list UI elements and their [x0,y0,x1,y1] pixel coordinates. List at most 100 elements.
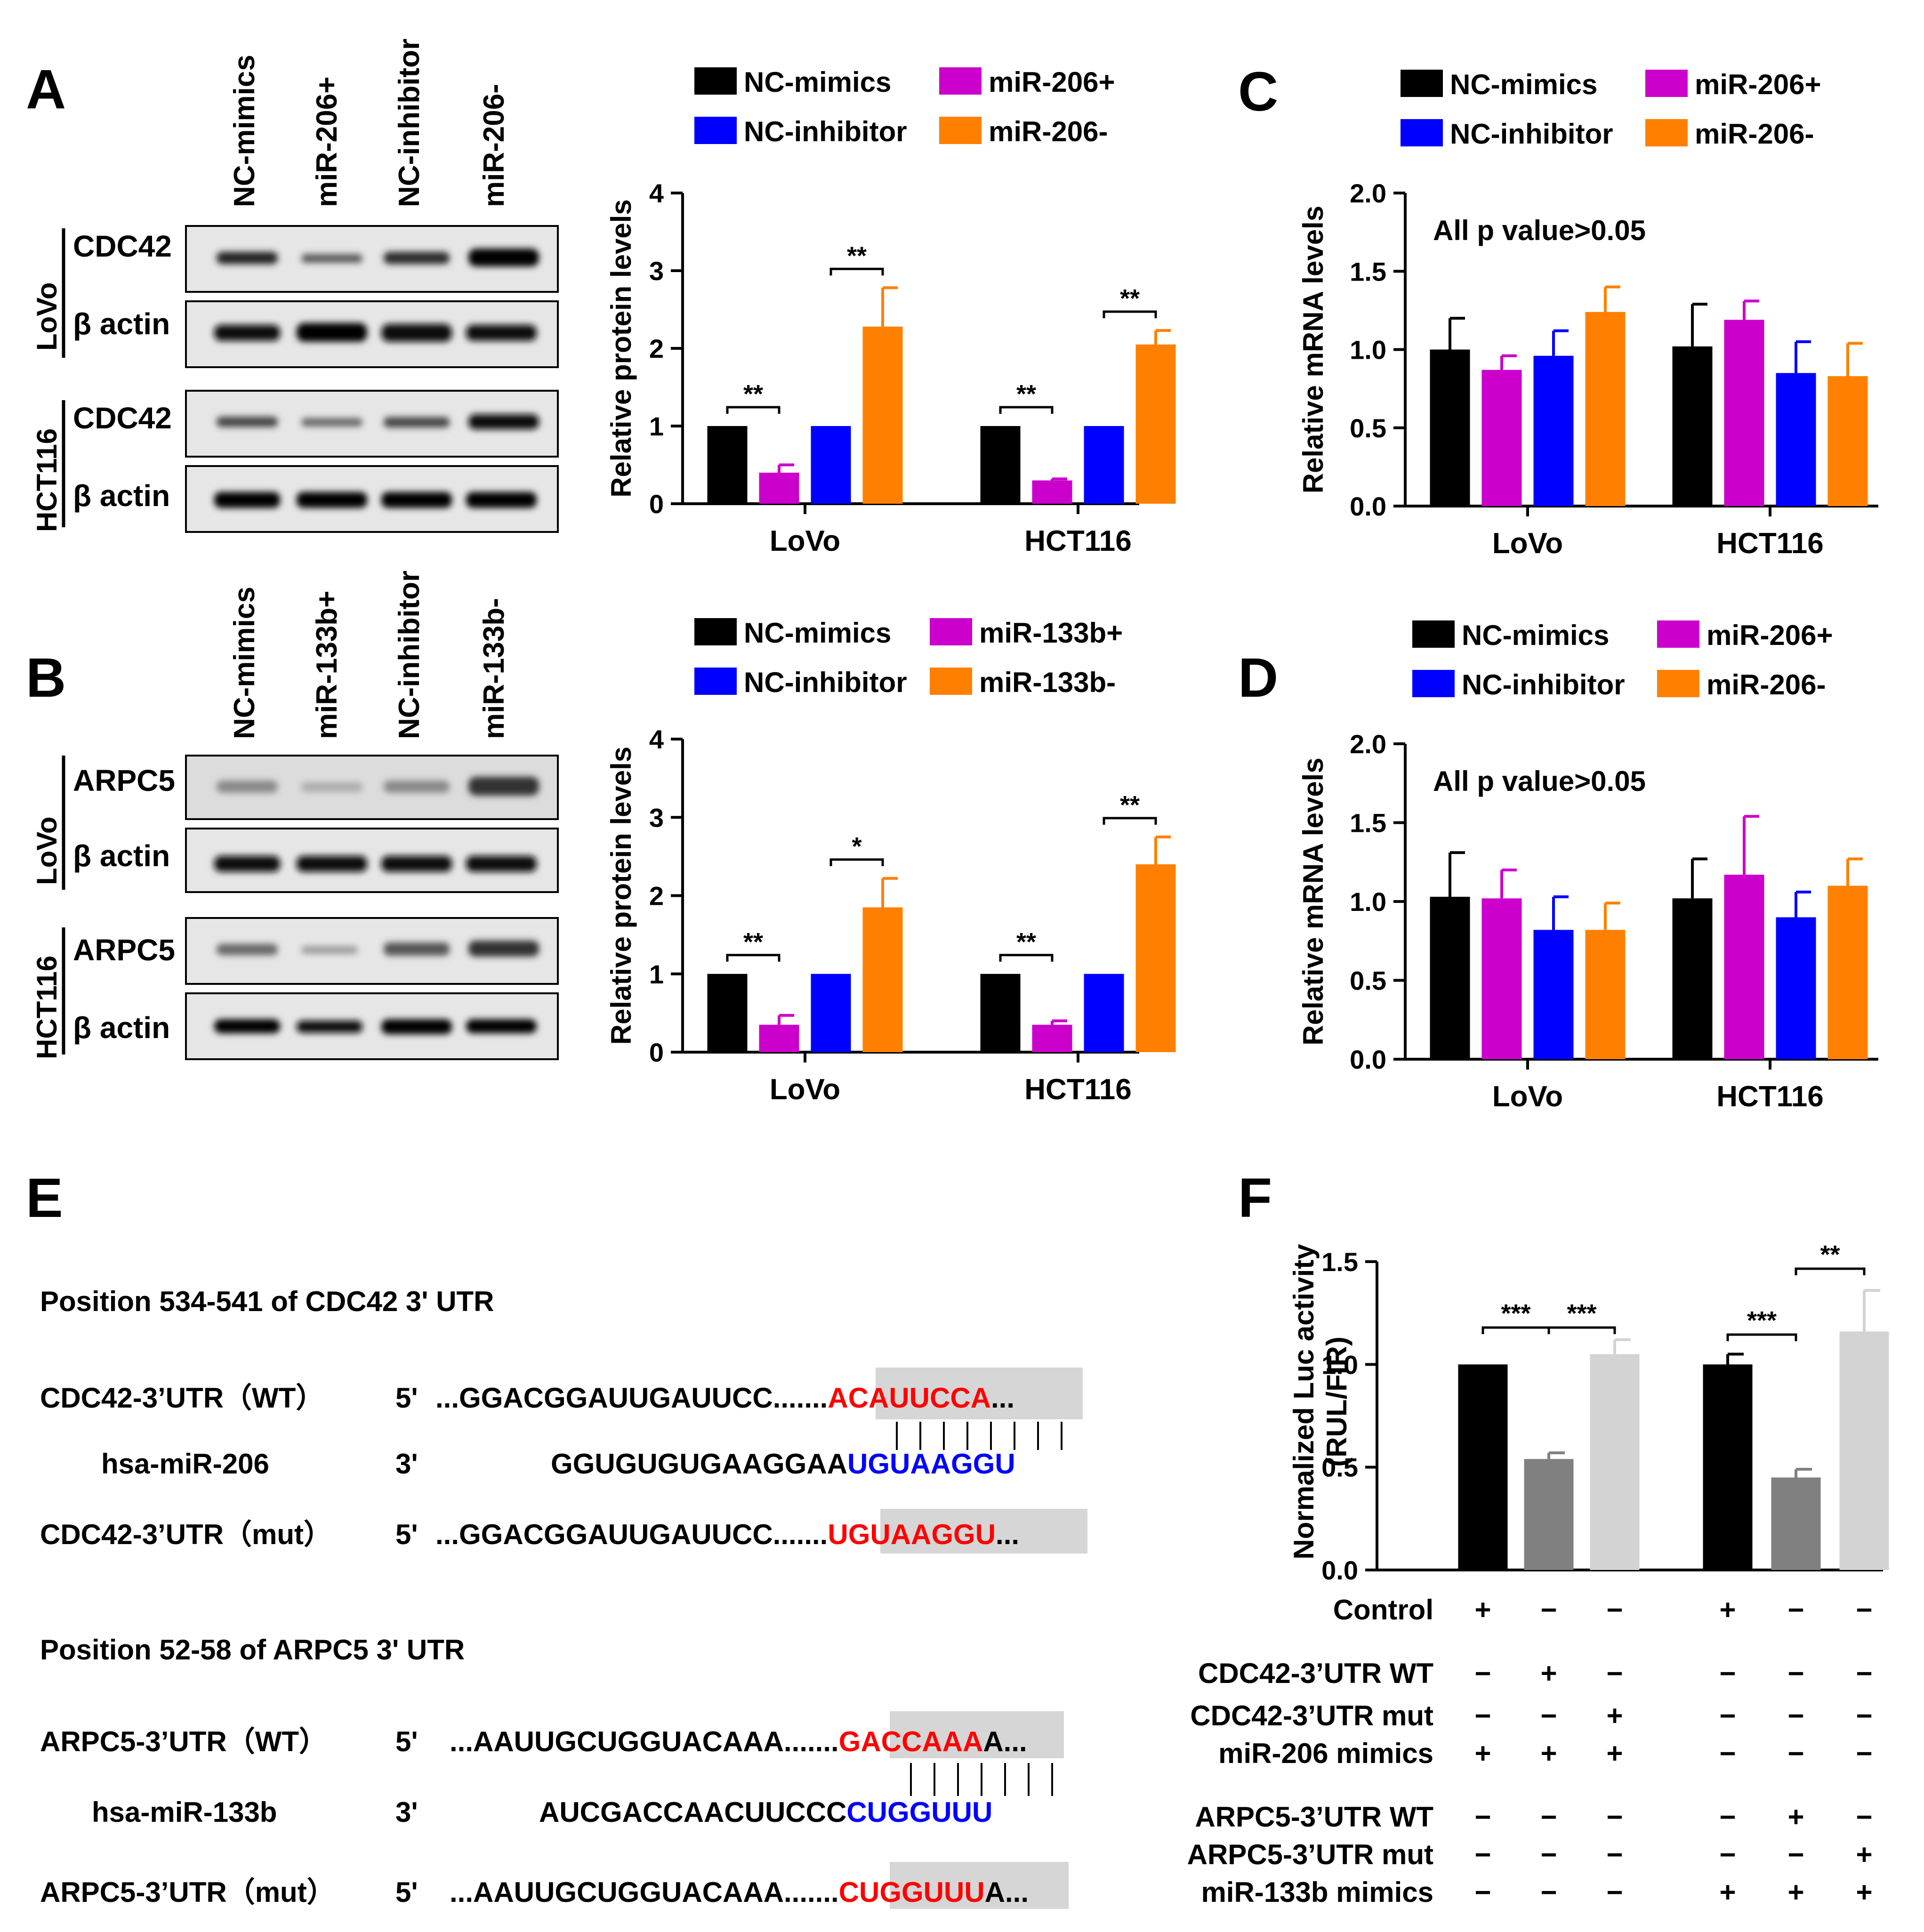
condition-mark: + [1606,1700,1623,1731]
y-tick-label: 2.0 [1350,729,1386,759]
y-tick-label: 0.0 [1350,1045,1386,1074]
lane-label: miR-206- [478,84,510,207]
condition-mark: − [1474,1801,1491,1833]
y-tick-label: 0.5 [1350,413,1386,443]
significance-bracket [1547,1326,1616,1334]
protein-band [297,323,367,342]
condition-mark: + [1540,1658,1557,1689]
significance-label: *** [1501,1299,1530,1328]
significance-bracket [999,954,1054,962]
bar [1430,896,1470,1059]
bar [811,974,851,1052]
x-tick-label: LoVo [1492,1080,1563,1113]
condition-mark: + [1787,1876,1804,1908]
sequence: GGUGUGUGAAGGAAUGUAAGGU [551,1448,1015,1480]
bar [1585,312,1626,506]
base-pair-lines [896,1422,1063,1450]
bar [862,907,903,1052]
panel-e-sequences: Position 534-541 of CDC42 3' UTR CDC42-3… [40,1286,1087,1909]
panel-b-blot: NC-mimics miR-133b+ NC-inhibitor miR-133… [31,571,559,1060]
sequence-title: Position 52-58 of ARPC5 3' UTR [40,1634,465,1666]
protein-band [217,781,278,793]
y-tick-label: 1 [649,959,664,989]
y-tick-label: 1.0 [1350,887,1386,917]
lane-label: NC-inhibitor [393,571,426,739]
p-value-note: All p value>0.05 [1433,765,1646,797]
condition-mark: − [1474,1876,1491,1908]
sequence: ...GGACGGAUUGAUUCC.......ACAUUCCA... [435,1382,1014,1414]
legend-label: miR-206+ [1707,620,1833,651]
legend-swatch [1657,620,1699,648]
legend-label: NC-mimics [744,66,891,98]
sequence-label: hsa-miR-206 [101,1448,269,1480]
significance-label: *** [1567,1299,1596,1328]
cell-line-label: LoVo [31,282,63,351]
condition-mark: − [1719,1839,1736,1870]
sequence-direction: 5' [395,1519,418,1550]
legend-label: NC-inhibitor [1462,669,1625,700]
bar [1084,974,1124,1052]
y-tick-label: 2 [649,881,664,911]
sequence-label: CDC42-3’UTR（mut） [40,1519,332,1550]
bar [1585,930,1626,1059]
bar [1776,917,1816,1059]
condition-label: ARPC5-3’UTR WT [1195,1801,1433,1833]
condition-mark: − [1606,1876,1623,1908]
condition-mark: + [1856,1876,1872,1908]
legend-swatch [1401,70,1443,97]
bar [1084,426,1124,504]
p-value-note: All p value>0.05 [1433,215,1646,246]
y-tick-label: 1.5 [1350,257,1386,286]
panel-letter-f: F [1238,1167,1272,1229]
protein-band [468,249,539,266]
protein-band [214,1019,280,1033]
blot-label: ARPC5 [73,764,175,797]
protein-band [466,325,537,341]
significance-label: *** [1747,1306,1777,1335]
legend-swatch [1401,119,1443,146]
bar [1458,1364,1508,1570]
protein-band [214,856,280,872]
legend-label: NC-mimics [744,617,891,649]
bar [759,473,799,504]
sequence-label: ARPC5-3’UTR（WT） [40,1726,327,1757]
bar [1533,355,1574,506]
condition-mark: − [1856,1700,1872,1731]
condition-mark: + [1856,1839,1872,1870]
protein-band [466,492,537,508]
significance-label: ** [743,380,763,408]
condition-mark: − [1787,1594,1804,1626]
bar [1724,875,1764,1059]
x-tick-label: HCT116 [1716,527,1823,560]
significance-bracket [1481,1326,1550,1334]
condition-mark: − [1856,1658,1872,1689]
condition-mark: − [1474,1700,1491,1731]
legend-label: miR-206- [1695,118,1814,150]
legend-swatch [1412,620,1455,648]
condition-mark: − [1787,1700,1804,1731]
condition-mark: − [1719,1700,1736,1731]
condition-label: Control [1333,1594,1433,1626]
panel-b-bar-chart: NC-mimics miR-133b+ NC-inhibitor miR-133b- 0… [605,617,1176,1106]
y-tick-label: 0.5 [1321,1453,1358,1482]
bar [1032,480,1072,504]
lane-label: NC-mimics [228,55,261,207]
significance-label: ** [1016,928,1036,956]
legend-label: miR-206- [989,116,1108,147]
bar [980,974,1021,1052]
blot-label: ARPC5 [73,933,175,967]
significance-label: ** [1120,791,1140,819]
seed-highlight [890,1711,1064,1758]
condition-mark: + [1719,1594,1736,1626]
legend-label: miR-206+ [1695,69,1821,100]
condition-mark: − [1540,1700,1557,1731]
bar [1672,898,1713,1059]
y-axis-label: Relative protein levels [605,747,637,1045]
condition-mark: + [1474,1594,1491,1626]
condition-mark: + [1606,1738,1623,1769]
y-tick-label: 0.5 [1350,966,1386,996]
significance-bracket [726,406,781,414]
y-tick-label: 0.0 [1321,1555,1358,1585]
panel-letter-e: E [26,1167,63,1229]
condition-mark: − [1606,1594,1623,1626]
